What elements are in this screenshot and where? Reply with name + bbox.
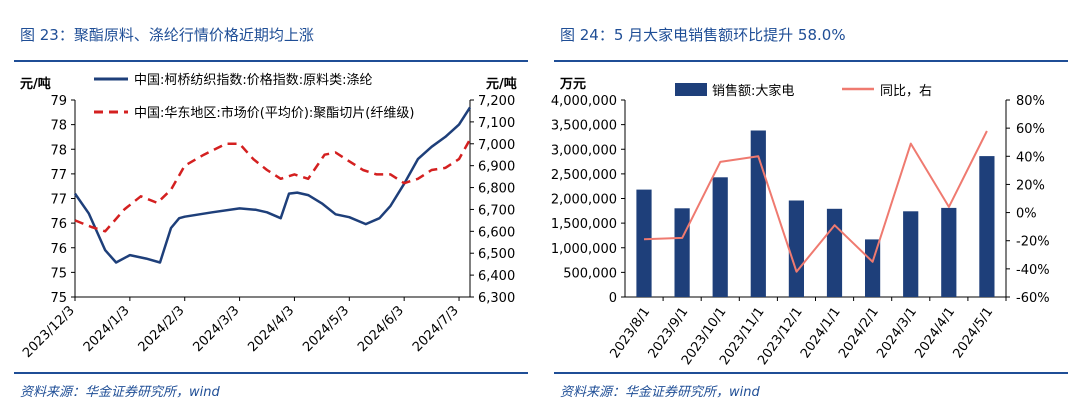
series-line-kq-polyester (73, 106, 472, 264)
right-y-tick-label: 6,900 (478, 160, 515, 175)
left-y-tick-label: 1,500,000 (551, 217, 617, 232)
source-note: 资料来源：华金证券研究所，wind (20, 385, 220, 400)
left-y-tick-label: 76 (50, 242, 67, 257)
bar-sales-2023/9/1 (674, 208, 690, 297)
legend-label-series-2: 中国:华东地区:市场价(平均价):聚酯切片(纤维级) (134, 105, 414, 121)
right-y-tick-label: 6,300 (478, 291, 515, 306)
title-rule (554, 60, 1068, 62)
chart-legend: 中国:柯桥纺织指数:价格指数:原料类:涤纶 中国:华东地区:市场价(平均价):聚… (94, 72, 414, 121)
left-y-tick-label: 4,000,000 (551, 94, 617, 109)
x-tick-label: 2024/1/3 (81, 303, 133, 355)
left-y-tick-label: 79 (50, 94, 67, 109)
x-tick-label: 2024/7/3 (410, 303, 462, 355)
right-axis-unit: 元/吨 (486, 76, 517, 92)
right-y-tick-label: -20% (1016, 235, 1050, 250)
legend-swatch-bar (675, 83, 707, 96)
source-note: 资料来源：华金证券研究所，wind (560, 385, 760, 400)
right-y-tick-label: 6,400 (478, 269, 515, 284)
left-panel: 图 23：聚酯原料、涤纶行情价格近期均上涨 元/吨 元/吨 中国:柯桥纺织指数:… (14, 26, 528, 400)
right-chart: 万元 销售额:大家电 同比，右 0 500,000 1,000,000 1,500,0… (551, 77, 1050, 368)
left-y-tick-label: 500,000 (563, 266, 617, 281)
x-tick-label: 2023/12/3 (20, 303, 78, 361)
right-y-tick-label: 7,200 (478, 94, 515, 109)
right-y-tick-label: 6,600 (478, 225, 515, 240)
left-y-tick-label: 76 (50, 217, 67, 232)
x-tick-label: 2024/3/3 (191, 303, 243, 355)
left-axis-unit: 元/吨 (20, 76, 51, 92)
left-y-tick-label: 3,000,000 (551, 143, 617, 158)
right-y-tick-label: -40% (1016, 263, 1050, 278)
figure-title: 图 24：5 月大家电销售额环比提升 58.0% (560, 26, 846, 44)
x-tick-label: 2024/6/3 (355, 303, 407, 355)
title-rule (14, 60, 528, 62)
legend-label-bar: 销售额:大家电 (712, 83, 794, 99)
bar-sales-2023/10/1 (712, 177, 728, 297)
right-y-tick-label: 20% (1016, 178, 1045, 193)
x-tick-label: 2024/4/3 (245, 303, 297, 355)
right-y-tick-label: 40% (1016, 150, 1045, 165)
left-chart: 元/吨 元/吨 中国:柯桥纺织指数:价格指数:原料类:涤纶 中国:华东地区:市场… (20, 72, 517, 361)
left-y-tick-label: 75 (50, 291, 67, 306)
bar-sales-2024/1/1 (826, 208, 843, 297)
left-y-tick-label: 2,500,000 (551, 168, 617, 183)
left-y-tick-label: 78 (50, 143, 67, 158)
left-y-tick-label: 78 (50, 119, 67, 134)
chart-legend: 销售额:大家电 同比，右 (675, 83, 932, 99)
right-y-tick-label: 6,800 (478, 182, 515, 197)
legend-label-line: 同比，右 (880, 84, 932, 99)
right-panel: 图 24：5 月大家电销售额环比提升 58.0% 万元 销售额:大家电 同比，右… (540, 0, 1080, 416)
left-y-tick-label: 2,000,000 (551, 193, 617, 208)
series-line-pet-chip (74, 138, 472, 233)
legend-label-series-1: 中国:柯桥纺织指数:价格指数:原料类:涤纶 (134, 72, 373, 88)
x-tick-label: 2024/5/3 (300, 303, 352, 355)
x-tick-label: 2024/2/3 (136, 303, 188, 355)
left-y-tick-label: 77 (50, 193, 67, 208)
left-y-tick-label: 3,500,000 (551, 119, 617, 134)
left-y-tick-label: 77 (50, 168, 67, 183)
right-y-tick-label: 80% (1016, 94, 1045, 109)
right-y-tick-label: 7,100 (478, 116, 515, 131)
source-rule (554, 372, 1068, 374)
figure-title: 图 23：聚酯原料、涤纶行情价格近期均上涨 (20, 26, 314, 44)
right-y-tick-label: 0% (1016, 207, 1037, 222)
left-y-tick-label: 1,000,000 (551, 242, 617, 257)
bar-sales-2024/4/1 (941, 207, 957, 297)
bar-sales-2023/8/1 (636, 189, 652, 297)
bar-sales-2024/3/1 (903, 211, 919, 297)
left-y-tick-label: 0 (609, 291, 617, 306)
series-line-yoy (643, 130, 988, 273)
right-y-tick-label: -60% (1016, 291, 1050, 306)
bar-sales-2024/5/1 (979, 156, 995, 297)
right-y-tick-label: 6,700 (478, 203, 515, 218)
left-axis-unit: 万元 (559, 77, 586, 92)
right-y-tick-label: 7,000 (478, 138, 515, 153)
bar-sales-2023/12/1 (788, 200, 804, 297)
right-y-tick-label: 60% (1016, 122, 1045, 137)
bar-sales-2024/2/1 (865, 239, 881, 297)
bar-sales-2023/11/1 (750, 130, 766, 297)
left-y-tick-label: 75 (50, 266, 67, 281)
source-rule (14, 372, 528, 374)
right-y-tick-label: 6,500 (478, 247, 515, 262)
